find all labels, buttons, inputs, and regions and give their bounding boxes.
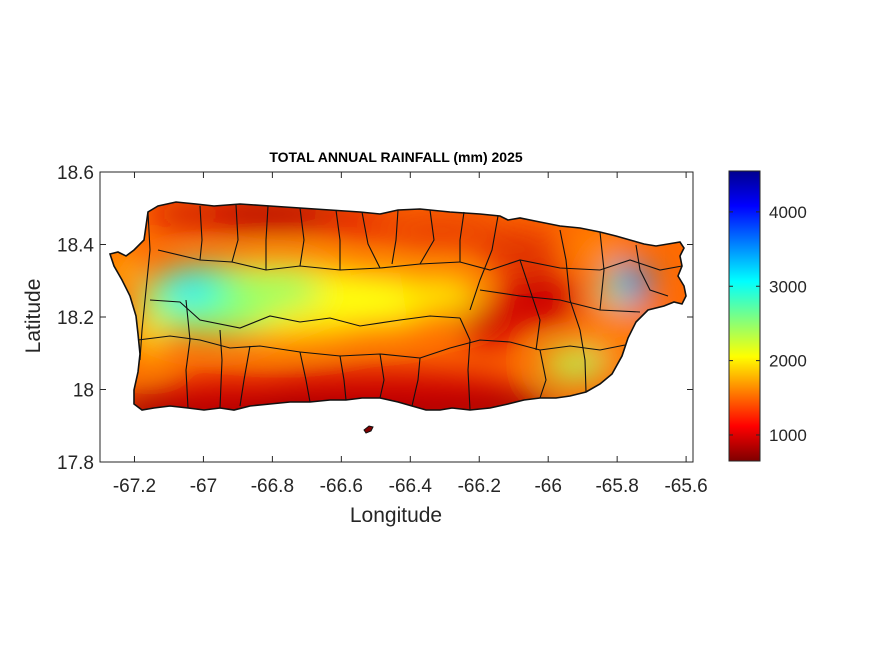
x-tick-label: -66.6 — [320, 476, 363, 497]
caja-de-muertos-island — [363, 425, 374, 434]
colorbar-ticks: 1000 2000 3000 4000 — [729, 203, 807, 445]
y-tick-label: 18.2 — [57, 308, 94, 329]
x-tick-label: -67 — [190, 476, 217, 497]
x-tick-label: -66.2 — [458, 476, 501, 497]
x-axis-label: Longitude — [350, 504, 442, 527]
y-tick-label: 18.6 — [57, 163, 94, 184]
island-coastline — [108, 201, 687, 411]
x-tick-label: -67.2 — [113, 476, 156, 497]
x-tick-label: -66.8 — [251, 476, 294, 497]
municipality-boundaries — [137, 204, 683, 411]
y-tick-label: 18 — [73, 381, 94, 402]
x-tick-label: -66 — [534, 476, 561, 497]
colorbar-tick-label: 3000 — [769, 277, 807, 296]
x-tick-label: -65.6 — [664, 476, 707, 497]
y-axis: 17.8 18 18.2 18.4 18.6 — [57, 163, 693, 474]
colorbar-tick-label: 1000 — [769, 426, 807, 445]
y-axis-label: Latitude — [22, 279, 45, 354]
chart-title: TOTAL ANNUAL RAINFALL (mm) 2025 — [269, 149, 523, 165]
colorbar-tick-label: 2000 — [769, 352, 807, 371]
x-tick-label: -66.4 — [389, 476, 433, 497]
x-tick-label: -65.8 — [595, 476, 638, 497]
colorbar-tick-label: 4000 — [769, 203, 807, 222]
y-tick-label: 17.8 — [57, 453, 94, 474]
colorbar — [728, 170, 761, 462]
x-axis: -67.2 -67 -66.8 -66.6 -66.4 -66.2 -66 -65.8 -65.… — [113, 172, 708, 497]
y-tick-label: 18.4 — [57, 236, 94, 257]
